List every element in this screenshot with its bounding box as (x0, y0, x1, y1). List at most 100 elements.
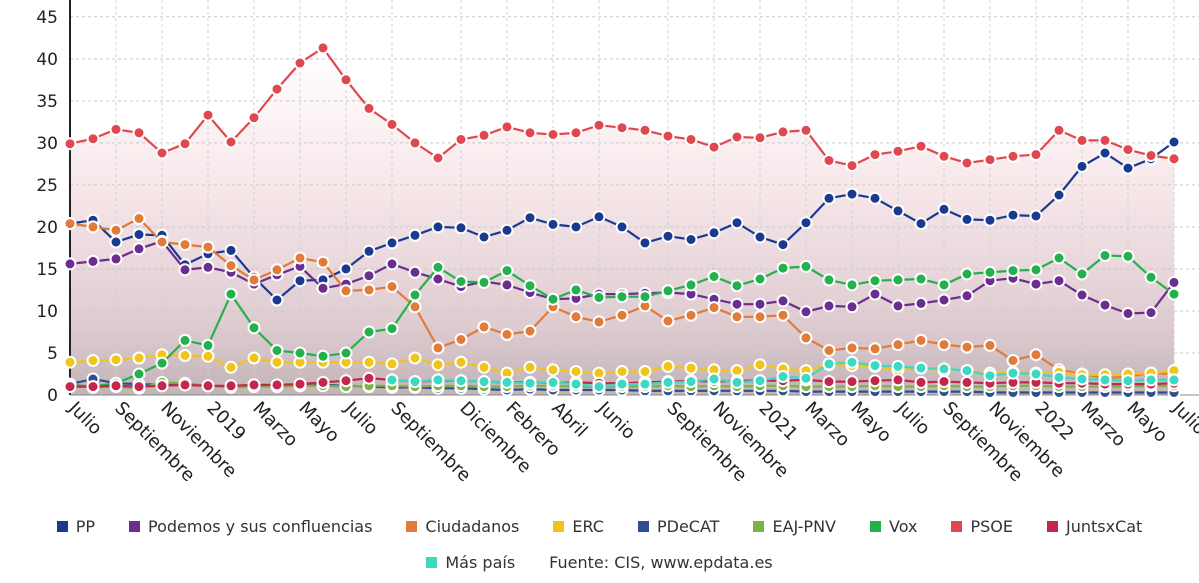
point-psoe[interactable] (362, 101, 376, 115)
point-m-s-pa-s[interactable] (638, 377, 652, 391)
point-pp[interactable] (546, 217, 560, 231)
point-m-s-pa-s[interactable] (523, 376, 537, 390)
point-m-s-pa-s[interactable] (937, 362, 951, 376)
point-ciudadanos[interactable] (247, 273, 261, 287)
point-erc[interactable] (408, 351, 422, 365)
point-ciudadanos[interactable] (960, 340, 974, 354)
point-ciudadanos[interactable] (868, 342, 882, 356)
point-podemos-y-sus-confluencias[interactable] (178, 263, 192, 277)
point-ciudadanos[interactable] (523, 324, 537, 338)
point-juntsxcat[interactable] (845, 375, 859, 389)
point-juntsxcat[interactable] (891, 373, 905, 387)
point-vox[interactable] (707, 270, 721, 283)
point-juntsxcat[interactable] (339, 374, 353, 388)
point-psoe[interactable] (454, 133, 468, 146)
point-pp[interactable] (937, 202, 951, 216)
point-vox[interactable] (569, 283, 583, 297)
point-ciudadanos[interactable] (822, 344, 836, 357)
point-vox[interactable] (201, 338, 215, 352)
point-podemos-y-sus-confluencias[interactable] (1075, 288, 1089, 302)
point-pp[interactable] (1098, 146, 1112, 160)
point-ciudadanos[interactable] (155, 235, 169, 249)
point-erc[interactable] (224, 360, 238, 374)
point-podemos-y-sus-confluencias[interactable] (132, 242, 146, 256)
point-m-s-pa-s[interactable] (753, 374, 767, 388)
point-ciudadanos[interactable] (339, 284, 353, 298)
point-podemos-y-sus-confluencias[interactable] (1167, 275, 1181, 289)
point-podemos-y-sus-confluencias[interactable] (316, 281, 330, 295)
point-podemos-y-sus-confluencias[interactable] (960, 289, 974, 303)
legend-item-pp[interactable]: PP (56, 517, 95, 536)
legend-item-vox[interactable]: Vox (870, 517, 917, 536)
point-m-s-pa-s[interactable] (730, 375, 744, 389)
point-vox[interactable] (1029, 263, 1043, 277)
point-ciudadanos[interactable] (661, 314, 675, 328)
point-m-s-pa-s[interactable] (1098, 373, 1112, 387)
point-erc[interactable] (201, 349, 215, 363)
point-psoe[interactable] (914, 139, 928, 153)
point-m-s-pa-s[interactable] (1121, 374, 1135, 388)
point-psoe[interactable] (937, 149, 951, 163)
point-psoe[interactable] (132, 126, 146, 140)
point-pp[interactable] (753, 230, 767, 244)
point-vox[interactable] (1144, 270, 1158, 284)
point-m-s-pa-s[interactable] (914, 361, 928, 375)
point-erc[interactable] (109, 353, 123, 367)
point-juntsxcat[interactable] (201, 379, 215, 393)
point-ciudadanos[interactable] (201, 240, 215, 254)
point-psoe[interactable] (822, 154, 836, 167)
point-ciudadanos[interactable] (477, 320, 491, 334)
point-ciudadanos[interactable] (178, 238, 192, 252)
point-m-s-pa-s[interactable] (1167, 373, 1181, 387)
point-psoe[interactable] (661, 129, 675, 143)
point-psoe[interactable] (201, 108, 215, 122)
point-psoe[interactable] (155, 146, 169, 160)
point-erc[interactable] (86, 354, 100, 367)
point-podemos-y-sus-confluencias[interactable] (776, 294, 790, 308)
point-podemos-y-sus-confluencias[interactable] (500, 278, 514, 292)
point-erc[interactable] (661, 359, 675, 373)
point-vox[interactable] (247, 321, 261, 335)
point-vox[interactable] (385, 322, 399, 336)
point-pp[interactable] (960, 212, 974, 226)
point-vox[interactable] (845, 278, 859, 292)
point-psoe[interactable] (178, 137, 192, 151)
point-ciudadanos[interactable] (270, 263, 284, 277)
point-psoe[interactable] (224, 135, 238, 149)
point-podemos-y-sus-confluencias[interactable] (385, 257, 399, 271)
point-ciudadanos[interactable] (63, 217, 77, 231)
point-psoe[interactable] (385, 117, 399, 131)
point-podemos-y-sus-confluencias[interactable] (1121, 307, 1135, 320)
point-ciudadanos[interactable] (753, 310, 767, 324)
point-vox[interactable] (362, 325, 376, 339)
point-m-s-pa-s[interactable] (408, 375, 422, 389)
point-ciudadanos[interactable] (937, 338, 951, 352)
point-pp[interactable] (891, 204, 905, 218)
point-pp[interactable] (799, 216, 813, 230)
point-psoe[interactable] (592, 118, 606, 132)
point-podemos-y-sus-confluencias[interactable] (730, 297, 744, 311)
point-juntsxcat[interactable] (132, 380, 146, 394)
point-pp[interactable] (615, 220, 629, 234)
point-ciudadanos[interactable] (730, 310, 744, 324)
point-pp[interactable] (224, 243, 238, 257)
point-ciudadanos[interactable] (983, 338, 997, 352)
point-m-s-pa-s[interactable] (615, 377, 629, 391)
point-psoe[interactable] (776, 125, 790, 139)
point-ciudadanos[interactable] (776, 308, 790, 322)
point-pp[interactable] (385, 236, 399, 250)
point-vox[interactable] (983, 265, 997, 279)
point-m-s-pa-s[interactable] (1029, 367, 1043, 381)
point-podemos-y-sus-confluencias[interactable] (431, 272, 445, 286)
point-vox[interactable] (1006, 264, 1020, 278)
point-erc[interactable] (684, 361, 698, 375)
point-m-s-pa-s[interactable] (776, 370, 790, 383)
point-pp[interactable] (408, 228, 422, 242)
point-juntsxcat[interactable] (822, 375, 836, 389)
point-m-s-pa-s[interactable] (454, 374, 468, 388)
point-psoe[interactable] (546, 128, 560, 141)
point-psoe[interactable] (1052, 123, 1066, 137)
point-ciudadanos[interactable] (1029, 348, 1043, 362)
point-psoe[interactable] (270, 82, 284, 96)
point-m-s-pa-s[interactable] (477, 375, 491, 389)
